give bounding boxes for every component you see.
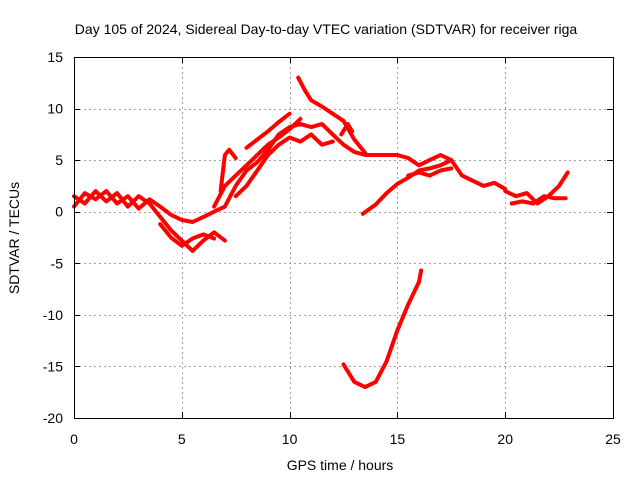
chart-title: Day 105 of 2024, Sidereal Day-to-day VTE… (75, 21, 578, 37)
y-tick-label: 0 (55, 204, 63, 220)
series-track-8 (296, 75, 368, 155)
series-track-5 (218, 147, 238, 194)
series-track-9 (339, 122, 355, 137)
series-track-4 (212, 116, 303, 209)
series-track-12 (509, 194, 568, 206)
series-track-14 (341, 268, 424, 390)
series-track-7 (244, 111, 292, 150)
data-series (72, 75, 570, 390)
x-tick-label: 10 (282, 431, 298, 447)
y-tick-label: -5 (51, 255, 64, 271)
x-tick-label: 5 (178, 431, 186, 447)
series-track-6 (233, 132, 335, 199)
plot-frame (74, 57, 614, 419)
y-tick-label: -15 (43, 358, 63, 374)
y-tick-labels: -20 -15 -10 -5 0 5 10 15 (43, 49, 63, 426)
grid (74, 57, 613, 418)
series-track-13 (503, 170, 570, 206)
y-axis-label: SDTVAR / TECUs (6, 182, 22, 294)
y-tick-label: -10 (43, 307, 63, 323)
y-tick-label: 15 (47, 49, 63, 65)
series-track-10 (360, 158, 454, 216)
series-track-1 (72, 122, 508, 224)
x-tick-label: 0 (70, 431, 78, 447)
x-tick-labels: 0 5 10 15 20 25 (70, 431, 621, 447)
series-track-11 (406, 166, 454, 178)
y-tick-label: 10 (47, 101, 63, 117)
y-tick-label: -20 (43, 410, 63, 426)
series-track-2 (72, 189, 227, 253)
y-tick-label: 5 (55, 152, 63, 168)
series-track-3 (158, 222, 217, 248)
x-tick-label: 15 (390, 431, 406, 447)
axis-ticks (74, 57, 614, 419)
x-tick-label: 20 (497, 431, 513, 447)
x-tick-label: 25 (605, 431, 621, 447)
x-axis-label: GPS time / hours (287, 457, 394, 473)
